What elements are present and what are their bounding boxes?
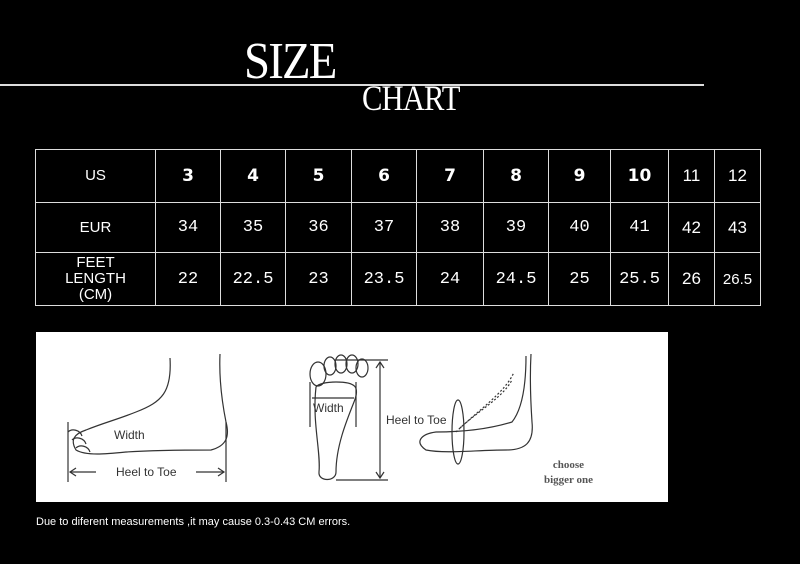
side-width-label: Width — [114, 428, 145, 442]
title-chart: CHART — [362, 78, 460, 118]
eur-row: EUR 34 35 36 37 38 39 40 41 42 43 — [35, 202, 761, 253]
us-cell: 4 — [220, 149, 286, 203]
eur-cell: 38 — [416, 202, 484, 253]
sole-drawing — [309, 354, 388, 481]
choose-line: choose — [552, 459, 585, 471]
feet-length-cell: 25 — [548, 252, 611, 306]
row-header-eur: EUR — [35, 202, 156, 253]
measurement-illustration: Width Heel to Toe Width Heel to Toe choo… — [36, 332, 668, 502]
us-cell: 3 — [155, 149, 221, 203]
us-row: US 3 4 5 6 7 8 9 10 11 12 — [35, 149, 761, 203]
feet-length-cell: 24.5 — [483, 252, 549, 306]
feet-length-row: FEET LENGTH (CM) 22 22.5 23 23.5 24 24.5… — [35, 252, 761, 306]
feet-length-cell: 25.5 — [610, 252, 669, 306]
row-header-feet-length: FEET LENGTH (CM) — [35, 252, 156, 306]
eur-cell: 42 — [668, 202, 715, 253]
eur-cell: 36 — [285, 202, 352, 253]
feet-header-line: (CM) — [78, 286, 113, 303]
eur-cell: 34 — [155, 202, 221, 253]
eur-cell: 41 — [610, 202, 669, 253]
size-table: US 3 4 5 6 7 8 9 10 11 12 EUR 34 35 36 3… — [35, 149, 761, 306]
choose-bigger-note: choose bigger one — [544, 458, 593, 488]
side-foot-drawing — [67, 353, 229, 482]
us-cell: 11 — [668, 149, 715, 203]
feet-length-cell: 26.5 — [714, 252, 761, 306]
feet-length-cell: 22 — [155, 252, 221, 306]
shoe-fit-drawing — [419, 353, 533, 465]
eur-cell: 37 — [351, 202, 417, 253]
sole-width-label: Width — [313, 401, 344, 415]
us-cell: 9 — [548, 149, 611, 203]
title-size: SIZE — [244, 33, 337, 90]
us-cell: 7 — [416, 149, 484, 203]
feet-header-line: FEET — [76, 254, 115, 271]
feet-length-cell: 24 — [416, 252, 484, 306]
feet-length-cell: 23.5 — [351, 252, 417, 306]
us-cell: 10 — [610, 149, 669, 203]
side-heel-to-toe-label: Heel to Toe — [116, 465, 177, 479]
us-cell: 8 — [483, 149, 549, 203]
sole-heel-to-toe-label: Heel to Toe — [386, 413, 447, 427]
eur-cell: 43 — [714, 202, 761, 253]
feet-length-cell: 23 — [285, 252, 352, 306]
measurement-error-note: Due to diferent measurements ,it may cau… — [36, 516, 351, 528]
bigger-one-line: bigger one — [544, 474, 593, 486]
eur-cell: 35 — [220, 202, 286, 253]
feet-header-line: LENGTH — [65, 270, 126, 287]
title-divider — [0, 84, 704, 86]
eur-cell: 40 — [548, 202, 611, 253]
us-cell: 12 — [714, 149, 761, 203]
feet-length-cell: 22.5 — [220, 252, 286, 306]
us-cell: 5 — [285, 149, 352, 203]
row-header-us: US — [35, 149, 156, 203]
eur-cell: 39 — [483, 202, 549, 253]
feet-length-cell: 26 — [668, 252, 715, 306]
us-cell: 6 — [351, 149, 417, 203]
